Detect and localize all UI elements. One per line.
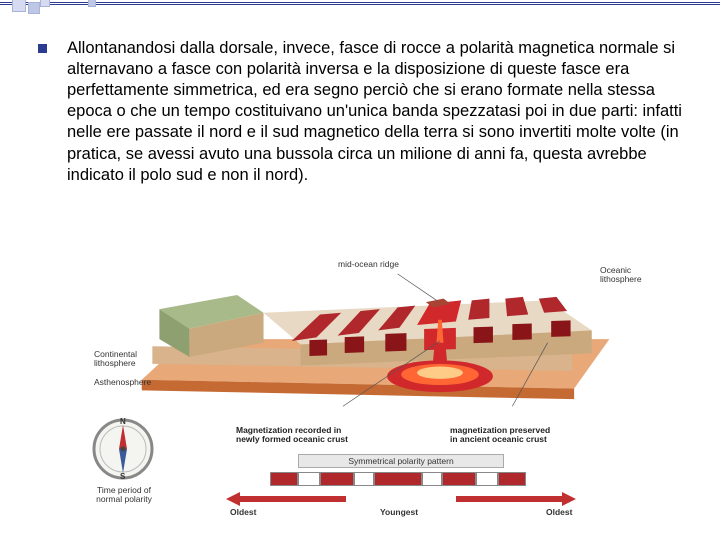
- polarity-block: [270, 472, 298, 486]
- slide-top-decoration: [0, 0, 720, 20]
- paragraph-text: Allontanandosi dalla dorsale, invece, fa…: [67, 38, 690, 186]
- bullet-square: [38, 44, 47, 53]
- polarity-block: [354, 472, 374, 486]
- polarity-block: [442, 472, 476, 486]
- label-oldest-right: Oldest: [546, 508, 572, 517]
- slide-content: Allontanandosi dalla dorsale, invece, fa…: [38, 38, 690, 186]
- diagram-figure: mid-ocean ridge Oceanic lithosphere Cont…: [100, 258, 660, 518]
- label-magnetization-ancient: magnetization preserved in ancient ocean…: [450, 426, 550, 445]
- compass-south-label: S: [120, 473, 125, 482]
- polarity-block: [298, 472, 320, 486]
- polarity-block: [498, 472, 526, 486]
- label-magnetization-new: Magnetization recorded in newly formed o…: [236, 426, 348, 445]
- polarity-block: [374, 472, 422, 486]
- polarity-block: [320, 472, 354, 486]
- oceanic-ridge-3d-diagram: [100, 258, 660, 408]
- label-oceanic-lithosphere: Oceanic lithosphere: [600, 266, 642, 285]
- label-youngest: Youngest: [380, 508, 418, 517]
- arrow-right-icon: [456, 492, 576, 506]
- polarity-block: [476, 472, 498, 486]
- polarity-block: [422, 472, 442, 486]
- label-asthenosphere: Asthenosphere: [94, 378, 151, 387]
- polarity-timeline: [270, 472, 526, 488]
- arrow-left-icon: [226, 492, 346, 506]
- label-continental-lithosphere: Continental lithosphere: [94, 350, 137, 369]
- label-oldest-left: Oldest: [230, 508, 256, 517]
- label-time-period: Time period of normal polarity: [86, 486, 162, 505]
- label-mid-ocean-ridge: mid-ocean ridge: [338, 260, 399, 269]
- symmetrical-pattern-box: Symmetrical polarity pattern: [298, 454, 504, 468]
- compass-north-label: N: [120, 418, 126, 427]
